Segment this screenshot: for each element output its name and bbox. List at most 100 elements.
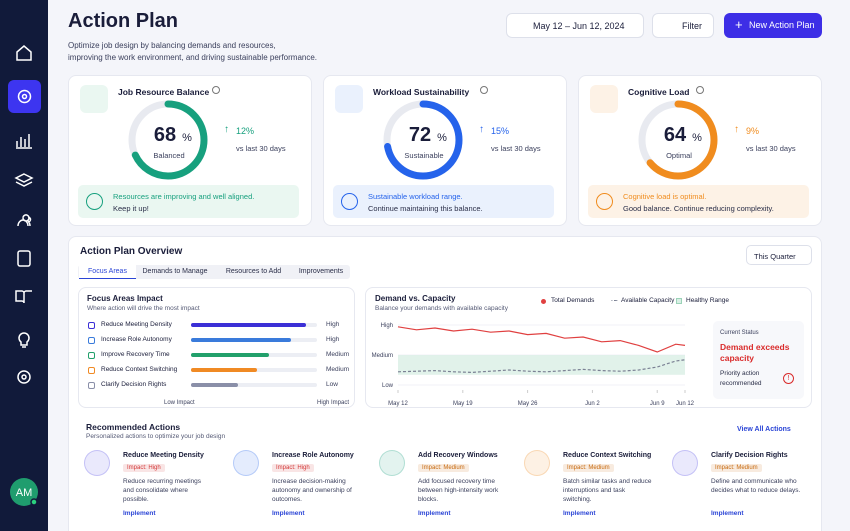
tab[interactable]: Improvements: [298, 268, 344, 275]
note-box: Cognitive load is optimal. Good balance. …: [588, 185, 809, 218]
status-label: Current Status: [720, 330, 759, 336]
alert-icon: !: [783, 373, 794, 384]
legend-swatch: [611, 300, 618, 301]
action-icon: [524, 450, 550, 476]
action-title: Add Recovery Windows: [418, 452, 498, 459]
metric-card: Workload Sustainability 15% ↑ vs last 30 da…: [323, 75, 567, 226]
axis-low: Low Impact: [164, 400, 195, 406]
legend-label: Healthy Range: [686, 297, 729, 304]
impact-bar: [191, 383, 238, 387]
note-box: Resources are improving and well aligned…: [78, 185, 299, 218]
tab[interactable]: Focus Areas: [79, 265, 136, 279]
metric-status: Sustainable: [404, 151, 444, 160]
home-icon[interactable]: [16, 45, 32, 61]
action-title: Increase Role Autonomy: [272, 452, 354, 459]
metric-change: 9%: [746, 126, 760, 136]
metric-status: Balanced: [153, 151, 185, 160]
note-title: Sustainable workload range.: [368, 192, 463, 201]
new-plan-label: New Action Plan: [749, 20, 815, 30]
date-range: May 12 – Jun 12, 2024: [533, 21, 625, 31]
tab[interactable]: Resources to Add: [225, 268, 282, 275]
focus-icon: [88, 367, 95, 374]
legend-label: Total Demands: [551, 297, 595, 304]
implement-link[interactable]: Implement: [418, 510, 451, 517]
metric-icon: [80, 85, 108, 113]
settings-icon[interactable]: [17, 370, 31, 384]
focus-icon: [88, 337, 95, 344]
implement-link[interactable]: Implement: [272, 510, 305, 517]
note-icon: [86, 193, 103, 210]
action-card: Increase Role Autonomy Impact: High Increa…: [227, 445, 369, 527]
settings-core: [21, 374, 27, 380]
focus-label: Reduce Context Switching: [101, 366, 178, 373]
focus-level: Low: [326, 381, 338, 388]
tab[interactable]: Demands to Manage: [142, 268, 208, 275]
info: [695, 86, 704, 94]
implement-link[interactable]: Implement: [711, 510, 744, 517]
status-headline: Demand exceeds capacity: [720, 342, 790, 363]
period-select[interactable]: This Quarter: [746, 245, 812, 265]
info: [480, 86, 489, 94]
period-label: This Quarter: [754, 252, 796, 261]
implement-link[interactable]: Implement: [123, 510, 156, 517]
note-body: Keep it up!: [113, 204, 149, 213]
note-icon: [341, 193, 358, 210]
date-picker[interactable]: May 12 – Jun 12, 2024: [506, 13, 644, 38]
bulb-icon[interactable]: [18, 332, 30, 348]
page-title: Action Plan: [68, 10, 179, 32]
action-card: Reduce Context Switching Impact: Medium Ba…: [518, 445, 660, 527]
status-box: Current Status Demand exceeds capacity Pri…: [713, 321, 804, 399]
metric-compare: vs last 30 days: [491, 144, 541, 153]
legend-label: Available Capacity: [621, 297, 675, 304]
book-icon[interactable]: [15, 290, 32, 304]
implement-link[interactable]: Implement: [563, 510, 596, 517]
note-body: Continue maintaining this balance.: [368, 204, 483, 213]
note-box: Sustainable workload range. Continue main…: [333, 185, 554, 218]
trend-arrow: ↑: [224, 124, 229, 135]
avatar-initials: AM: [16, 487, 33, 499]
focus-label: Increase Role Autonomy: [101, 336, 172, 343]
view-all[interactable]: View All Actions: [737, 426, 791, 433]
action-title: Reduce Context Switching: [563, 452, 652, 459]
action-desc: Batch similar tasks and reduce interrupt…: [563, 478, 652, 503]
avatar-circle[interactable]: [10, 478, 38, 506]
active-nav[interactable]: [8, 80, 41, 113]
trend-arrow: ↑: [479, 124, 484, 135]
impact-pill: Impact: High: [272, 464, 314, 472]
focus-level: High: [326, 336, 340, 343]
users-icon[interactable]: [17, 214, 32, 227]
impact-pill: Impact: High: [123, 464, 165, 472]
layers-icon[interactable]: [14, 173, 34, 187]
note-icon: [596, 193, 613, 210]
metric-title: Cognitive Load: [628, 87, 690, 97]
impact-pill: Impact: Medium: [418, 464, 469, 472]
metric-change: 12%: [236, 126, 255, 136]
focus-level: Medium: [326, 366, 350, 373]
chart-icon[interactable]: [16, 134, 32, 149]
rec-title: Recommended Actions: [86, 422, 181, 432]
filter-button[interactable]: Filter: [652, 13, 714, 38]
plus: +: [735, 17, 743, 32]
action-desc: Increase decision-making autonomy and ow…: [272, 478, 352, 503]
metric-title: Workload Sustainability: [373, 87, 470, 97]
clipboard-icon[interactable]: [17, 250, 31, 267]
focus-icon: [88, 352, 95, 359]
note-title: Resources are improving and well aligned…: [113, 192, 255, 201]
impact-bar: [191, 368, 257, 372]
action-title: Reduce Meeting Density: [123, 452, 204, 459]
bar-track: [191, 383, 317, 387]
focus-label: Reduce Meeting Density: [101, 321, 172, 328]
action-icon: [672, 450, 698, 476]
note-title: Cognitive load is optimal.: [623, 192, 707, 201]
tab-bar: [78, 265, 350, 279]
metric-card: Job Resource Balance 12% ↑ vs last 30 days B…: [68, 75, 312, 226]
action-desc: Reduce recurring meetings and consolidat…: [123, 478, 202, 503]
focus-label: Improve Recovery Time: [101, 351, 170, 358]
new-plan-button[interactable]: New Action Plan +: [724, 13, 822, 38]
action-title: Clarify Decision Rights: [711, 452, 788, 459]
focus-panel: Focus Areas Impact Where action will driv…: [78, 287, 355, 408]
metric-change: 15%: [491, 126, 510, 136]
legend-swatch: [676, 298, 682, 304]
trend-arrow: ↑: [734, 124, 739, 135]
metric-icon: [590, 85, 618, 113]
